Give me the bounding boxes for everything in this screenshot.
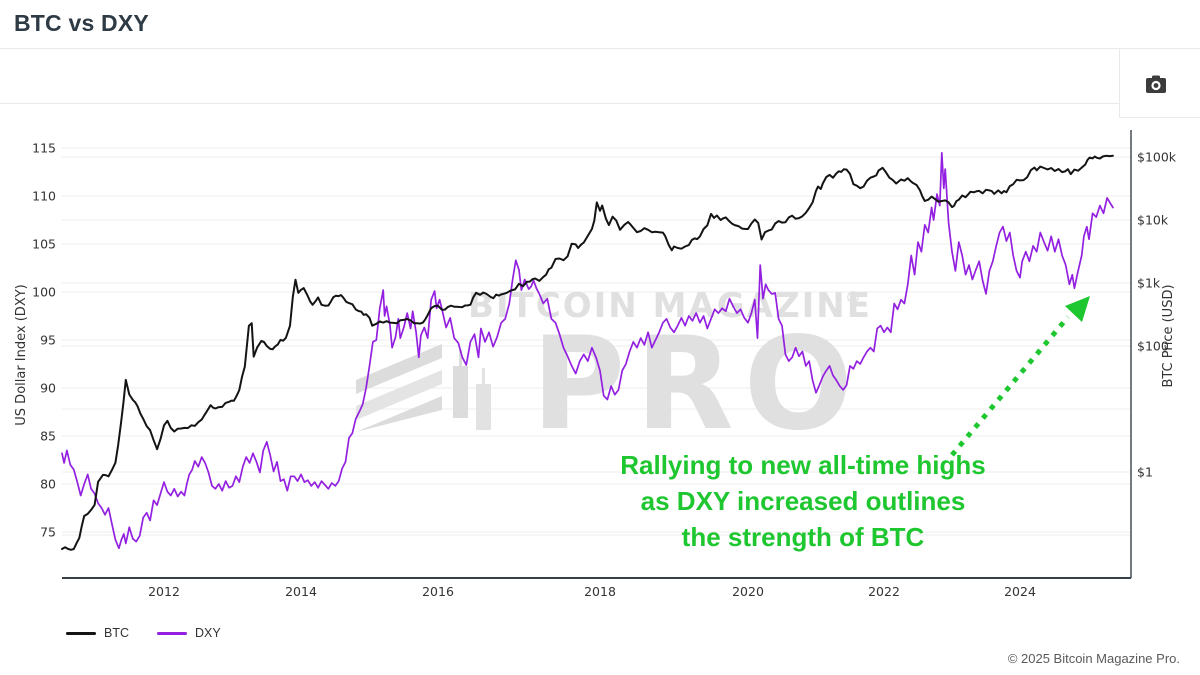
annotation-line-2: as DXY increased outlines	[641, 486, 966, 516]
gridlines	[62, 147, 1131, 536]
legend-item-btc[interactable]: BTC	[66, 626, 129, 640]
toolbar-divider	[0, 103, 1119, 104]
left-axis-title: US Dollar Index (DXY)	[14, 284, 29, 425]
copyright-text: © 2025 Bitcoin Magazine Pro.	[1007, 651, 1180, 666]
toolbar-separator	[1119, 48, 1120, 117]
x-tick: 2022	[868, 584, 900, 599]
annotation: Rallying to new all-time highs as DXY in…	[620, 296, 1090, 552]
right-tick: $100	[1137, 339, 1169, 354]
legend-item-dxy[interactable]: DXY	[157, 626, 221, 640]
annotation-line-1: Rallying to new all-time highs	[620, 450, 986, 480]
left-axis-tick-labels: 115 110 105 100 95 90 85 80 75	[32, 141, 56, 540]
annotation-line-3: the strength of BTC	[682, 522, 925, 552]
x-axis-tick-labels: 2012 2014 2016 2018 2020 2022 2024	[148, 584, 1036, 599]
x-tick: 2012	[148, 584, 180, 599]
dxy-series-line	[61, 151, 1114, 550]
right-tick: $10k	[1137, 213, 1169, 228]
right-tick: $100k	[1137, 150, 1177, 165]
watermark-registered-icon: ®	[845, 288, 861, 307]
left-tick: 115	[32, 141, 56, 156]
left-tick: 110	[32, 189, 56, 204]
legend-label-btc: BTC	[104, 626, 129, 640]
export-chart-button[interactable]	[1138, 70, 1174, 100]
left-tick: 75	[40, 525, 56, 540]
header-divider	[0, 48, 1200, 49]
left-tick: 105	[32, 237, 56, 252]
x-tick: 2014	[285, 584, 317, 599]
left-tick: 80	[40, 477, 56, 492]
camera-icon	[1146, 75, 1166, 93]
btc-legend-line-icon	[66, 631, 96, 635]
right-tick: $1k	[1137, 276, 1161, 291]
x-tick: 2024	[1004, 584, 1036, 599]
left-tick: 85	[40, 429, 56, 444]
right-axis-title: BTC Price (USD)	[1161, 284, 1176, 387]
watermark: BITCOIN MAGAZINE ® PRO	[356, 286, 872, 459]
left-tick: 95	[40, 333, 56, 348]
left-tick: 90	[40, 381, 56, 396]
legend-label-dxy: DXY	[195, 626, 221, 640]
annotation-arrowhead-icon	[1065, 296, 1090, 322]
x-tick: 2020	[732, 584, 764, 599]
page-title: BTC vs DXY	[14, 10, 149, 36]
bitcoin-magazine-pro-logo	[356, 344, 491, 432]
watermark-text-magazine: BITCOIN MAGAZINE	[468, 286, 872, 326]
right-tick: $1	[1137, 465, 1153, 480]
left-tick: 100	[32, 285, 56, 300]
right-axis-tick-labels: $100k $10k $1k $100 $1	[1137, 150, 1177, 480]
x-tick: 2018	[584, 584, 616, 599]
chart-legend: BTC DXY	[66, 626, 221, 640]
toolbar-divider-right	[1119, 117, 1200, 118]
btc-series-line	[61, 154, 1114, 551]
x-tick: 2016	[422, 584, 454, 599]
watermark-text-pro: PRO	[531, 310, 862, 459]
annotation-arrow-dotted-line	[950, 315, 1070, 457]
dxy-legend-line-icon	[157, 631, 187, 635]
